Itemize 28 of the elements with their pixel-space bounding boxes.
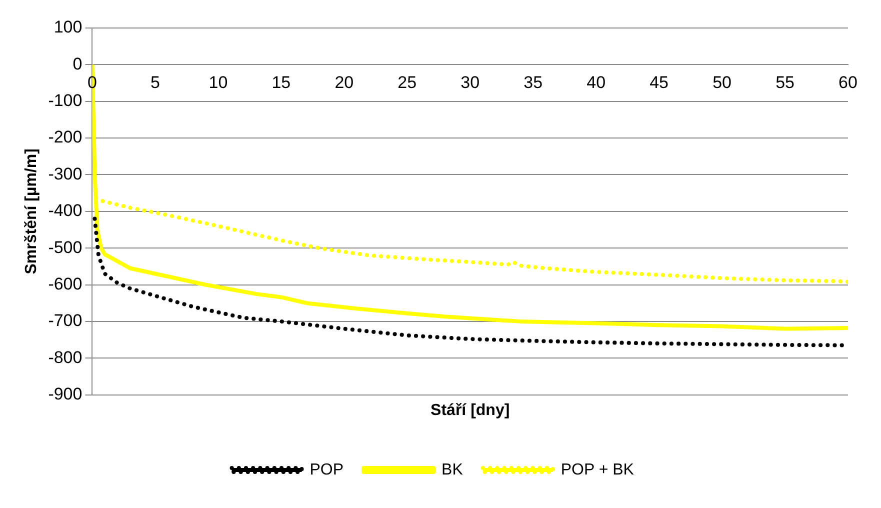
y-tick-label: -300	[48, 164, 82, 184]
x-tick-label: 50	[712, 72, 732, 92]
y-tick-label: -500	[48, 238, 82, 257]
y-tick-label: 100	[54, 18, 82, 37]
y-tick-label: -400	[48, 201, 82, 220]
x-tick-label: 40	[586, 72, 606, 92]
x-tick-label: 25	[398, 72, 417, 92]
x-tick-label: 5	[150, 72, 160, 92]
x-tick-label: 45	[650, 72, 669, 92]
y-tick-label: -600	[48, 274, 82, 294]
x-tick-label: 15	[272, 72, 291, 92]
legend-label: POP + BK	[560, 461, 634, 478]
y-tick-label: -700	[48, 311, 82, 330]
y-tick-label: -200	[48, 128, 82, 147]
legend-label: BK	[442, 461, 464, 478]
x-tick-label: 35	[524, 72, 543, 92]
x-tick-label: 30	[460, 72, 480, 92]
y-tick-label: -100	[48, 91, 82, 110]
x-tick-label: 60	[838, 72, 858, 92]
x-tick-label: 10	[208, 72, 228, 92]
y-tick-label: -800	[48, 348, 82, 367]
x-axis-title: Stáří [dny]	[430, 402, 510, 420]
y-tick-label: -900	[48, 384, 82, 404]
y-axis-title: Smrštění [µm/m]	[23, 148, 40, 274]
y-tick-label: 0	[72, 54, 82, 74]
x-tick-label: 20	[334, 72, 354, 92]
x-tick-label: 55	[776, 72, 794, 92]
legend-label: POP	[310, 461, 344, 478]
